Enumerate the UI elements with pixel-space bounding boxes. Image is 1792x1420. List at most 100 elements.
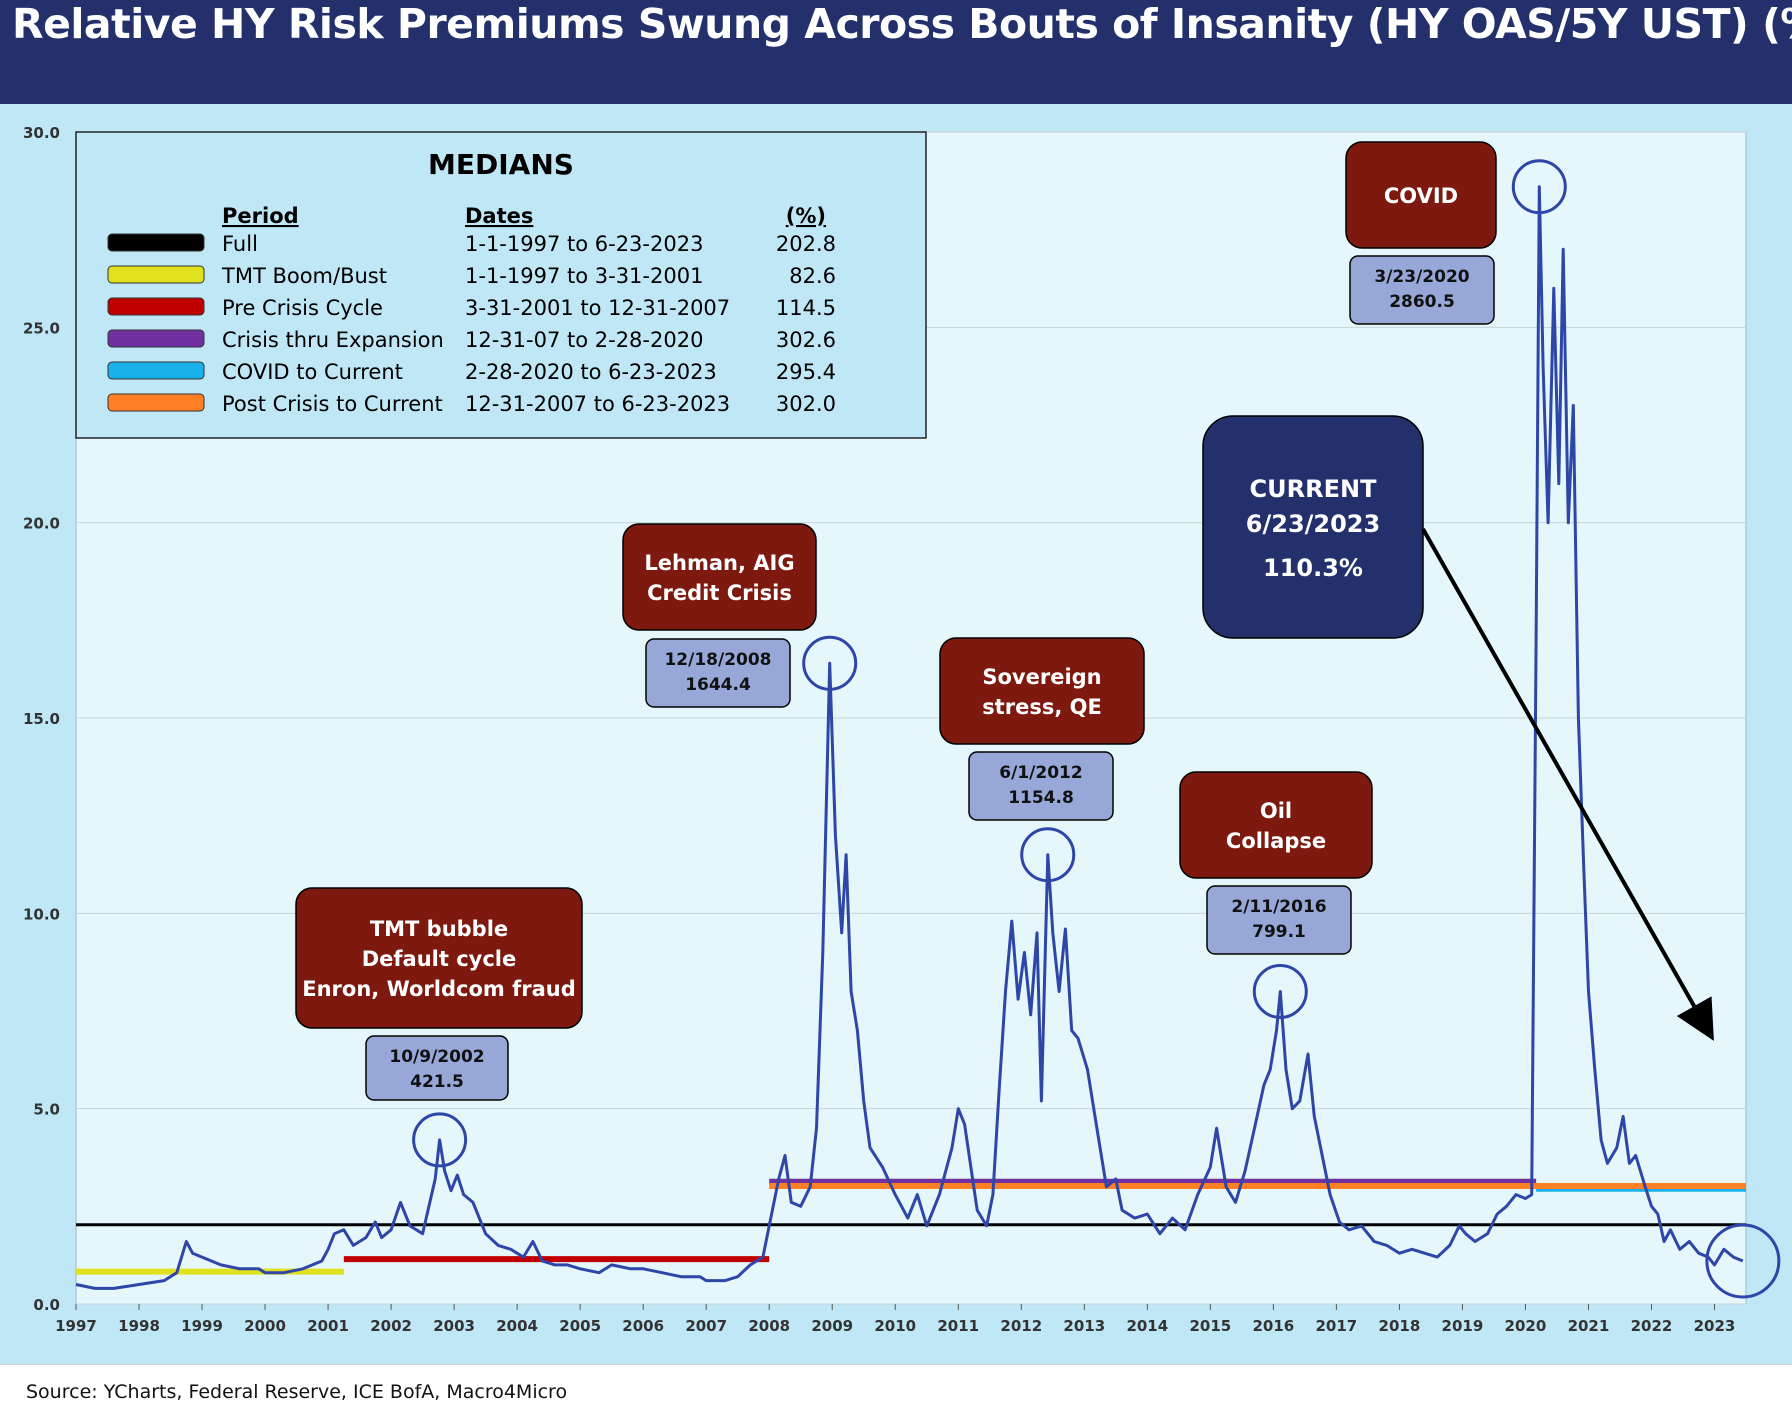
legend-swatch <box>107 265 205 284</box>
x-tick-label: 2010 <box>874 1317 916 1335</box>
current-callout-box <box>1202 415 1424 639</box>
series-line <box>75 185 1744 1290</box>
chart-title: Relative HY Risk Premiums Swung Across B… <box>0 0 1792 104</box>
peak-date: 12/18/2008 <box>664 650 771 670</box>
current-value: 110.3% <box>1263 554 1363 582</box>
peak-date-box <box>1206 885 1352 955</box>
x-tick-label: 2001 <box>307 1317 349 1335</box>
footer: Source: YCharts, Federal Reserve, ICE Bo… <box>0 1364 1792 1420</box>
peak-value: 799.1 <box>1252 922 1306 942</box>
x-tick-label: 2016 <box>1252 1317 1294 1335</box>
current-circle <box>1705 1223 1781 1299</box>
legend-period: COVID to Current <box>222 360 403 384</box>
legend-period: Crisis thru Expansion <box>222 328 444 352</box>
medians-column-header: Dates <box>465 204 533 228</box>
event-callout-box <box>622 523 817 631</box>
y-tick-label: 5.0 <box>33 1101 60 1119</box>
legend-period: Post Crisis to Current <box>222 392 443 416</box>
peak-circle <box>802 635 858 691</box>
event-callout-box <box>939 637 1145 745</box>
event-callout-text: Enron, Worldcom fraud <box>302 977 575 1001</box>
legend-value: 302.0 <box>776 392 836 416</box>
legend-swatch <box>107 329 205 348</box>
x-tick-label: 2019 <box>1442 1317 1484 1335</box>
hy-oas-chart: 0.0 5.0 10.0 15.0 20.0 25.0 30.0 1997 1998 1999 20… <box>23 124 1781 1335</box>
peak-date: 3/23/2020 <box>1374 267 1469 287</box>
legend-value: 82.6 <box>789 264 836 288</box>
legend-swatch <box>107 297 205 316</box>
legend-swatch <box>107 233 205 252</box>
peak-circle <box>1252 963 1308 1019</box>
medians-column-header: Period <box>222 204 299 228</box>
x-tick-label: 2020 <box>1505 1317 1547 1335</box>
legend-dates: 3-31-2001 to 12-31-2007 <box>465 296 730 320</box>
y-tick-label: 10.0 <box>23 905 60 923</box>
peak-circle <box>1020 827 1076 883</box>
x-tick-label: 2022 <box>1631 1317 1673 1335</box>
chart-frame: 0.0 5.0 10.0 15.0 20.0 25.0 30.0 1997 1998 1999 20… <box>0 104 1792 1364</box>
legend-period: Pre Crisis Cycle <box>222 296 383 320</box>
current-label: CURRENT <box>1250 475 1378 503</box>
x-tick-label: 2000 <box>244 1317 286 1335</box>
legend-dates: 1-1-1997 to 6-23-2023 <box>465 232 703 256</box>
x-tick-label: 2009 <box>811 1317 853 1335</box>
y-tick-label: 15.0 <box>23 710 60 728</box>
y-tick-label: 0.0 <box>33 1296 60 1314</box>
peak-value: 2860.5 <box>1389 292 1455 312</box>
x-tick-label: 2014 <box>1126 1317 1168 1335</box>
event-callout-text: Oil <box>1260 799 1292 823</box>
current-date: 6/23/2023 <box>1246 510 1380 538</box>
legend-swatch <box>107 393 205 412</box>
peak-value: 1154.8 <box>1008 788 1074 808</box>
medians-table <box>75 131 927 439</box>
legend-value: 202.8 <box>776 232 836 256</box>
legend-dates: 12-31-2007 to 6-23-2023 <box>465 392 730 416</box>
legend-swatch <box>107 361 205 380</box>
x-tick-label: 2006 <box>622 1317 664 1335</box>
medians-column-header: (%) <box>786 204 826 228</box>
event-callout-text: Default cycle <box>362 947 517 971</box>
peak-date: 10/9/2002 <box>389 1047 484 1067</box>
x-tick-label: 2003 <box>433 1317 475 1335</box>
event-callout-text: Sovereign <box>982 665 1101 689</box>
legend-dates: 1-1-1997 to 3-31-2001 <box>465 264 703 288</box>
peak-value: 1644.4 <box>685 675 751 695</box>
legend-period: Full <box>222 232 258 256</box>
x-tick-label: 2015 <box>1189 1317 1231 1335</box>
legend-value: 302.6 <box>776 328 836 352</box>
event-callout-text: COVID <box>1384 184 1458 208</box>
x-tick-label: 2017 <box>1316 1317 1358 1335</box>
x-tick-label: 1999 <box>181 1317 223 1335</box>
x-tick-label: 2012 <box>1000 1317 1042 1335</box>
peak-circle <box>412 1112 468 1168</box>
peak-date-box <box>1349 255 1495 325</box>
medians-heading: MEDIANS <box>428 148 574 181</box>
x-tick-label: 1997 <box>55 1317 97 1335</box>
x-tick-label: 2011 <box>937 1317 979 1335</box>
legend-value: 295.4 <box>776 360 836 384</box>
x-tick-label: 2018 <box>1379 1317 1421 1335</box>
x-tick-label: 2013 <box>1063 1317 1105 1335</box>
legend-dates: 2-28-2020 to 6-23-2023 <box>465 360 717 384</box>
peak-value: 421.5 <box>410 1072 464 1092</box>
x-tick-label: 2008 <box>748 1317 790 1335</box>
event-callout-text: Collapse <box>1226 829 1326 853</box>
source-note: Source: YCharts, Federal Reserve, ICE Bo… <box>26 1381 568 1403</box>
event-callout-box <box>295 887 583 1029</box>
peak-date-box <box>365 1035 509 1101</box>
event-callout-box <box>1345 141 1497 249</box>
y-tick-label: 25.0 <box>23 319 60 337</box>
x-tick-label: 2023 <box>1694 1317 1736 1335</box>
y-tick-label: 20.0 <box>23 515 60 533</box>
event-callout-text: Lehman, AIG <box>644 551 794 575</box>
peak-date: 6/1/2012 <box>999 763 1082 783</box>
x-tick-label: 2021 <box>1568 1317 1610 1335</box>
current-arrow <box>1421 528 1714 1041</box>
legend-dates: 12-31-07 to 2-28-2020 <box>465 328 703 352</box>
event-callout-text: TMT bubble <box>370 917 508 941</box>
peak-date-box <box>645 638 791 708</box>
peak-date: 2/11/2016 <box>1231 897 1326 917</box>
x-tick-label: 2007 <box>685 1317 727 1335</box>
peak-circle <box>1511 159 1567 215</box>
event-callout-text: stress, QE <box>982 695 1102 719</box>
